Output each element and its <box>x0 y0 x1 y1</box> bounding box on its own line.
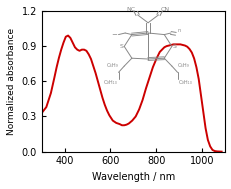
X-axis label: Wavelength / nm: Wavelength / nm <box>91 172 174 182</box>
Y-axis label: Normalized absorbance: Normalized absorbance <box>7 28 16 135</box>
